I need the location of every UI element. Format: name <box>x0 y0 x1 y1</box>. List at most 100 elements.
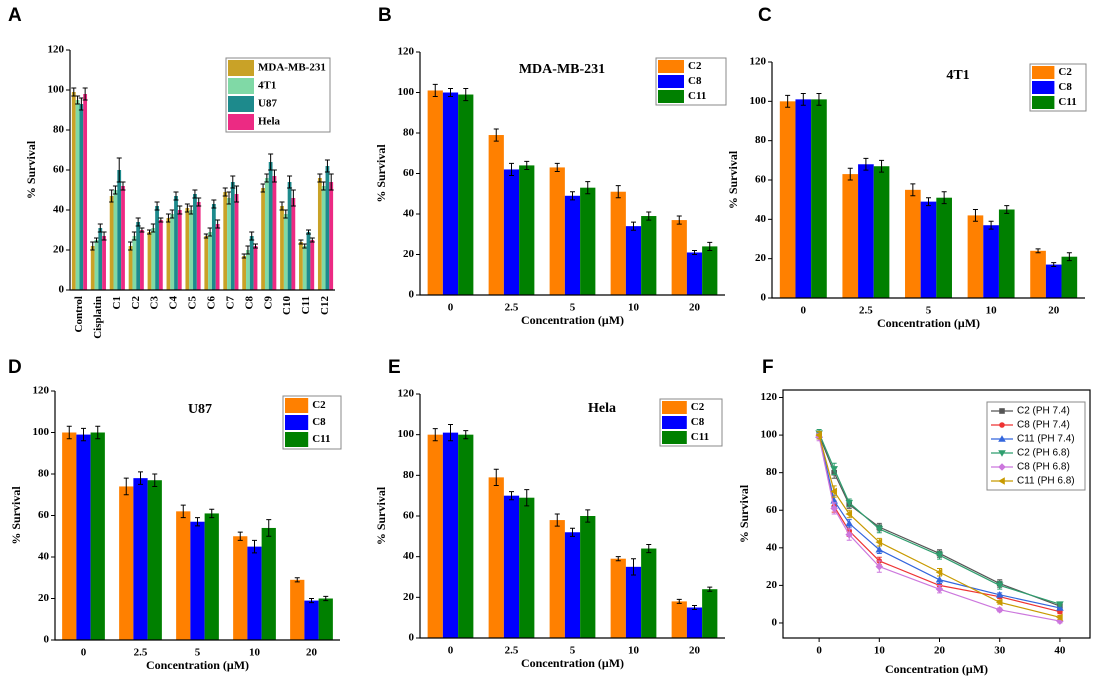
bar <box>936 197 952 298</box>
marker <box>995 606 1004 614</box>
error-bar <box>294 577 300 583</box>
bar <box>983 225 999 298</box>
marker <box>999 408 1005 414</box>
bar <box>686 252 703 295</box>
legend-label: C2 <box>1058 66 1072 78</box>
bar <box>625 226 642 295</box>
chart-title: 4T1 <box>946 68 969 83</box>
error-bar <box>646 543 652 554</box>
error-bar <box>692 604 697 611</box>
legend-swatch <box>1032 96 1055 109</box>
x-axis-label: Concentration (μM) <box>146 658 249 672</box>
legend-label: C2 (PH 6.8) <box>1017 448 1070 459</box>
error-bar <box>707 241 713 251</box>
y-tick-label: 40 <box>38 551 50 563</box>
x-tick-label: 10 <box>628 302 640 314</box>
bar <box>998 209 1015 298</box>
bar <box>155 206 159 290</box>
legend-swatch <box>228 60 254 76</box>
error-bar <box>211 199 217 209</box>
error-bar <box>177 205 183 215</box>
error-bar <box>800 92 806 106</box>
x-tick-label: C4 <box>168 296 180 310</box>
error-bar <box>75 95 81 105</box>
error-bar <box>676 598 682 604</box>
axes <box>419 52 725 296</box>
y-tick-label: 100 <box>48 84 65 96</box>
y-tick-label: 0 <box>772 617 778 629</box>
bar <box>102 236 106 290</box>
error-bar <box>139 227 145 233</box>
y-axis-label: % Survival <box>374 144 388 203</box>
bar <box>686 607 703 638</box>
bar <box>174 196 178 290</box>
y-tick-label: 0 <box>409 632 415 644</box>
y-axis-label: % Survival <box>9 486 23 545</box>
y-tick-label: 80 <box>403 469 415 481</box>
legend-label: Hela <box>258 116 280 128</box>
y-tick-label: 0 <box>761 292 767 304</box>
panel-letter: F <box>762 357 774 378</box>
bar <box>204 513 219 640</box>
error-bar <box>158 217 164 223</box>
bar <box>261 188 265 290</box>
y-tick-label: 80 <box>766 466 778 478</box>
y-tick-label: 100 <box>398 428 415 440</box>
error-bar <box>785 94 791 108</box>
x-tick-label: 20 <box>1048 305 1060 317</box>
y-tick-label: 20 <box>403 591 415 603</box>
error-bar <box>215 219 221 229</box>
error-bar <box>260 183 266 193</box>
chart-title: MDA-MB-231 <box>519 62 605 77</box>
error-bar <box>309 237 315 243</box>
error-bar <box>271 169 277 183</box>
y-tick-label: 40 <box>403 550 415 562</box>
panel-letter: E <box>388 357 401 378</box>
error-bar <box>509 162 514 177</box>
legend-label: MDA-MB-231 <box>258 62 326 74</box>
error-bar <box>321 181 327 191</box>
x-tick-label: 20 <box>306 647 318 659</box>
error-bar <box>112 185 118 195</box>
error-bar <box>692 249 697 255</box>
marker <box>845 499 854 507</box>
y-tick-label: 60 <box>53 164 65 176</box>
error-bar <box>135 217 141 227</box>
bar <box>280 206 284 290</box>
marker <box>830 504 838 513</box>
error-bar <box>290 189 296 207</box>
marker <box>875 538 883 546</box>
legend-swatch <box>228 96 254 112</box>
bar <box>610 191 626 295</box>
error-bar <box>196 197 202 207</box>
bar <box>625 566 642 638</box>
x-tick-label: 20 <box>934 645 946 657</box>
error-bar <box>195 517 200 527</box>
bar <box>310 240 315 290</box>
error-bar <box>972 209 978 222</box>
error-bar <box>570 191 575 201</box>
y-tick-label: 60 <box>403 510 415 522</box>
x-tick-label: C1 <box>111 296 123 309</box>
bar <box>227 198 231 290</box>
bar <box>283 214 288 290</box>
bar <box>920 201 937 298</box>
x-tick-label: C7 <box>224 296 236 310</box>
x-tick-label: 10 <box>874 645 886 657</box>
bar <box>905 189 921 298</box>
panel-letter: B <box>378 5 392 26</box>
x-tick-label: 10 <box>628 645 640 657</box>
error-bar <box>941 191 947 205</box>
legend-swatch <box>285 398 309 413</box>
bar <box>185 208 190 290</box>
x-tick-label: 0 <box>81 647 87 659</box>
error-bar <box>101 231 107 241</box>
x-tick-label: 10 <box>249 647 261 659</box>
error-bar <box>234 185 240 203</box>
bar <box>272 176 277 290</box>
y-tick-label: 100 <box>33 426 50 438</box>
panel-letter: A <box>8 5 22 26</box>
bar <box>204 236 209 290</box>
x-tick-label: C3 <box>149 296 161 310</box>
legend-label: C11 <box>691 431 709 443</box>
